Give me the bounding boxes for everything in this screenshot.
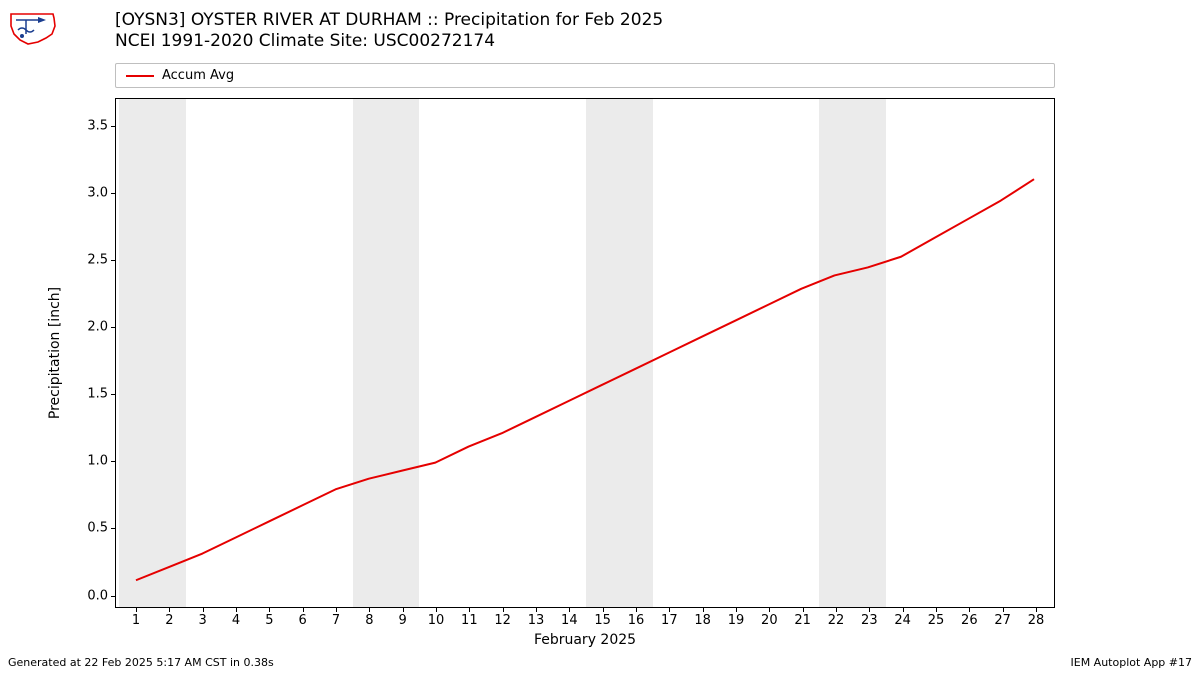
y-axis-label: Precipitation [inch]	[47, 287, 63, 419]
xtick-label: 9	[399, 613, 407, 628]
x-axis-label: February 2025	[534, 632, 636, 648]
xtick-label: 22	[828, 613, 845, 628]
xtick-mark	[1003, 607, 1004, 612]
xtick-label: 8	[365, 613, 373, 628]
xtick-label: 11	[461, 613, 478, 628]
footer-generated: Generated at 22 Feb 2025 5:17 AM CST in …	[8, 656, 274, 669]
xtick-mark	[769, 607, 770, 612]
xtick-label: 6	[299, 613, 307, 628]
legend: Accum Avg	[115, 63, 1055, 88]
xtick-label: 27	[994, 613, 1011, 628]
xtick-label: 24	[894, 613, 911, 628]
xtick-label: 3	[199, 613, 207, 628]
iem-logo	[8, 8, 58, 48]
xtick-mark	[636, 607, 637, 612]
title-line-2: NCEI 1991-2020 Climate Site: USC00272174	[115, 31, 663, 52]
xtick-label: 7	[332, 613, 340, 628]
xtick-mark	[869, 607, 870, 612]
ytick-label: 1.0	[87, 454, 108, 469]
xtick-label: 21	[794, 613, 811, 628]
xtick-label: 28	[1028, 613, 1045, 628]
xtick-mark	[803, 607, 804, 612]
xtick-label: 5	[265, 613, 273, 628]
xtick-label: 2	[165, 613, 173, 628]
xtick-mark	[536, 607, 537, 612]
ytick-label: 0.0	[87, 588, 108, 603]
ytick-label: 2.5	[87, 253, 108, 268]
xtick-mark	[336, 607, 337, 612]
xtick-mark	[1036, 607, 1037, 612]
xtick-label: 4	[232, 613, 240, 628]
legend-label: Accum Avg	[162, 68, 234, 83]
xtick-mark	[203, 607, 204, 612]
xtick-mark	[969, 607, 970, 612]
xtick-mark	[503, 607, 504, 612]
xtick-mark	[736, 607, 737, 612]
chart-title: [OYSN3] OYSTER RIVER AT DURHAM :: Precip…	[115, 10, 663, 53]
xtick-label: 1	[132, 613, 140, 628]
xtick-mark	[836, 607, 837, 612]
xtick-mark	[436, 607, 437, 612]
xtick-mark	[236, 607, 237, 612]
xtick-label: 14	[561, 613, 578, 628]
ytick-label: 1.5	[87, 387, 108, 402]
xtick-label: 23	[861, 613, 878, 628]
xtick-mark	[136, 607, 137, 612]
xtick-mark	[703, 607, 704, 612]
xtick-mark	[903, 607, 904, 612]
xtick-mark	[469, 607, 470, 612]
legend-swatch	[126, 75, 154, 77]
ytick-label: 0.5	[87, 521, 108, 536]
xtick-label: 16	[628, 613, 645, 628]
xtick-label: 15	[594, 613, 611, 628]
xtick-mark	[936, 607, 937, 612]
xtick-label: 13	[528, 613, 545, 628]
line-series	[116, 99, 1054, 607]
xtick-label: 10	[428, 613, 445, 628]
xtick-mark	[603, 607, 604, 612]
xtick-label: 25	[928, 613, 945, 628]
footer-app: IEM Autoplot App #17	[1071, 656, 1193, 669]
plot-area: 0.00.51.01.52.02.53.03.51234567891011121…	[115, 98, 1055, 608]
xtick-mark	[569, 607, 570, 612]
xtick-mark	[303, 607, 304, 612]
ytick-label: 3.5	[87, 118, 108, 133]
xtick-label: 19	[728, 613, 745, 628]
xtick-label: 12	[494, 613, 511, 628]
xtick-label: 26	[961, 613, 978, 628]
title-line-1: [OYSN3] OYSTER RIVER AT DURHAM :: Precip…	[115, 10, 663, 31]
xtick-mark	[269, 607, 270, 612]
xtick-label: 18	[694, 613, 711, 628]
xtick-label: 17	[661, 613, 678, 628]
xtick-label: 20	[761, 613, 778, 628]
xtick-mark	[403, 607, 404, 612]
xtick-mark	[669, 607, 670, 612]
xtick-mark	[369, 607, 370, 612]
ytick-label: 2.0	[87, 320, 108, 335]
xtick-mark	[169, 607, 170, 612]
ytick-label: 3.0	[87, 185, 108, 200]
